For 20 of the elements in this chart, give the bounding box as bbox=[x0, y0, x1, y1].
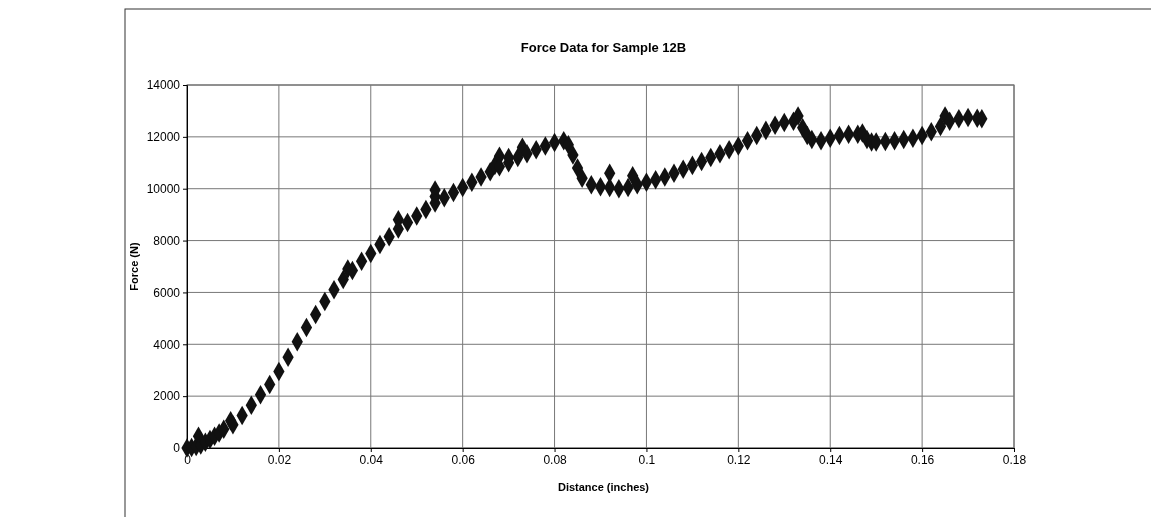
x-tick-label: 0.04 bbox=[359, 452, 384, 467]
y-axis-title: Force (N) bbox=[128, 242, 140, 291]
x-tick-label: 0.08 bbox=[543, 452, 568, 467]
x-tick-label: 0.18 bbox=[1002, 452, 1027, 467]
x-tick-label: 0.1 bbox=[638, 452, 656, 467]
y-tick-label: 6000 bbox=[153, 285, 181, 300]
y-tick-label: 2000 bbox=[153, 389, 181, 404]
y-tick-label: 12000 bbox=[146, 130, 181, 145]
x-tick-label: 0.06 bbox=[451, 452, 476, 467]
chart-title: Force Data for Sample 12B bbox=[520, 40, 687, 55]
y-tick-label: 4000 bbox=[153, 337, 181, 352]
x-tick-label: 0.16 bbox=[910, 452, 935, 467]
y-tick-label: 10000 bbox=[146, 182, 181, 197]
y-tick-label: 0 bbox=[173, 441, 181, 456]
x-axis-title: Distance (inches) bbox=[557, 481, 650, 493]
y-tick-label: 8000 bbox=[153, 233, 181, 248]
x-tick-label: 0.14 bbox=[819, 452, 843, 467]
x-tick-label: 0.02 bbox=[267, 452, 292, 467]
y-tick-label: 14000 bbox=[146, 78, 181, 93]
x-tick-label: 0.12 bbox=[727, 452, 751, 467]
